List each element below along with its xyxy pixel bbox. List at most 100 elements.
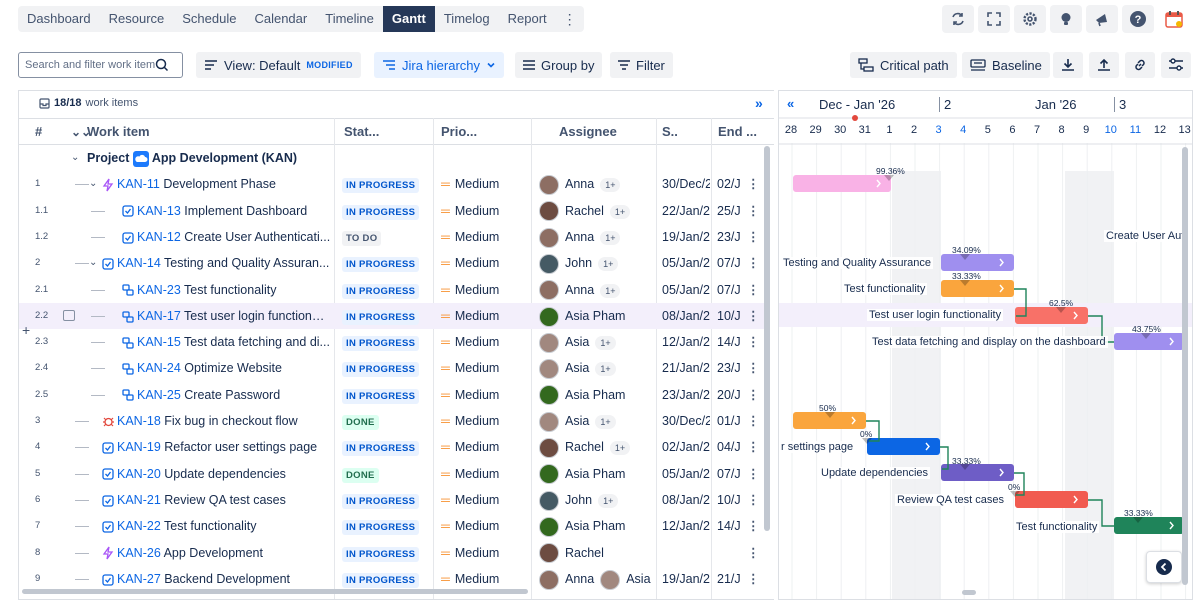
row-menu-icon[interactable]: ⋮ <box>747 545 760 560</box>
status-badge[interactable]: IN PROGRESS <box>342 178 420 194</box>
start-date[interactable]: 08/Jan/26 <box>662 492 710 507</box>
settings-sliders-button[interactable] <box>1161 52 1191 78</box>
row-menu-icon[interactable]: ⋮ <box>747 229 760 244</box>
issue-key-link[interactable]: KAN-12 <box>137 229 181 244</box>
expand-right-icon[interactable]: » <box>755 95 763 111</box>
tab-gantt[interactable]: Gantt <box>382 6 435 32</box>
row-menu-icon[interactable]: ⋮ <box>747 440 760 455</box>
grid-horizontal-scrollbar[interactable] <box>22 589 528 594</box>
status-badge[interactable]: IN PROGRESS <box>342 520 420 536</box>
assignee-name[interactable]: Anna <box>565 229 595 244</box>
end-date[interactable]: 23/J <box>717 229 741 244</box>
gantt-bar-label[interactable]: Test user login functionality <box>867 309 1004 321</box>
status-badge[interactable]: IN PROGRESS <box>342 309 420 325</box>
lightbulb-icon[interactable] <box>1050 5 1082 33</box>
start-date[interactable]: 05/Jan/26 <box>662 282 710 297</box>
table-row[interactable]: 6 KAN-21 Review QA test cases IN PROGRESS ═… <box>19 487 764 513</box>
group-by-button[interactable]: Group by <box>515 52 603 78</box>
issue-title[interactable]: Test functionality <box>184 282 277 297</box>
status-badge[interactable]: IN PROGRESS <box>342 257 420 273</box>
assignee-name[interactable]: Asia <box>565 335 590 350</box>
row-menu-icon[interactable]: ⋮ <box>747 177 760 192</box>
issue-title[interactable]: App Development <box>163 545 263 560</box>
row-menu-icon[interactable]: ⋮ <box>747 203 760 218</box>
issue-key-link[interactable]: KAN-20 <box>117 466 161 481</box>
assignee-name[interactable]: Anna <box>565 571 595 586</box>
issue-title[interactable]: Test user login functional... <box>184 308 331 323</box>
extra-assignees-badge[interactable]: 1+ <box>609 441 631 456</box>
tab-timeline[interactable]: Timeline <box>325 11 374 26</box>
issue-key-link[interactable]: KAN-27 <box>117 571 161 586</box>
status-badge[interactable]: IN PROGRESS <box>342 546 420 562</box>
priority-label[interactable]: Medium <box>454 387 500 402</box>
settings-gear-icon[interactable] <box>1014 5 1046 33</box>
assignee-name[interactable]: Rachel <box>565 440 604 455</box>
end-date[interactable]: 10/J <box>717 492 741 507</box>
search-input[interactable] <box>25 59 155 71</box>
collapse-all-icon[interactable]: ⌄⌄ <box>71 125 91 139</box>
gantt-bar-label[interactable]: Review QA test cases <box>895 494 1006 506</box>
assignee-name[interactable]: Asia Pham <box>565 308 626 323</box>
priority-label[interactable]: Medium <box>454 177 500 192</box>
end-date[interactable]: 20/J <box>717 387 741 402</box>
priority-label[interactable]: Medium <box>454 545 500 560</box>
hierarchy-select-button[interactable]: Jira hierarchy <box>374 52 505 78</box>
row-menu-icon[interactable]: ⋮ <box>747 414 760 428</box>
assignee-name[interactable]: Asia <box>565 361 590 376</box>
row-select-checkbox[interactable] <box>63 309 75 321</box>
table-row[interactable]: 2 ⌄ KAN-14 Testing and Quality Assuran... I… <box>19 250 764 276</box>
tab-calendar[interactable]: Calendar <box>254 11 308 26</box>
help-icon[interactable]: ? <box>1122 5 1154 33</box>
row-menu-icon[interactable]: ⋮ <box>747 335 760 350</box>
filter-button[interactable]: Filter <box>610 52 673 78</box>
issue-title[interactable]: Optimize Website <box>184 361 282 376</box>
start-date[interactable]: 02/Jan/26 <box>662 440 710 455</box>
issue-key-link[interactable]: KAN-24 <box>137 361 181 376</box>
assignee-name[interactable]: John <box>565 492 593 507</box>
table-row[interactable]: 1.2 KAN-12 Create User Authenticati... TO … <box>19 224 764 250</box>
extra-assignees-badge[interactable]: 1+ <box>595 362 616 377</box>
megaphone-icon[interactable] <box>1086 5 1118 33</box>
table-row[interactable]: 7 KAN-22 Test functionality IN PROGRESS ═ Me… <box>19 513 764 539</box>
status-badge[interactable]: IN PROGRESS <box>342 204 420 220</box>
assignee-name[interactable]: Rachel <box>565 545 604 560</box>
issue-key-link[interactable]: KAN-21 <box>117 492 161 507</box>
extra-assignees-badge[interactable]: 1+ <box>595 415 616 429</box>
extra-assignees-badge[interactable]: 1+ <box>600 178 621 193</box>
view-select-button[interactable]: View: Default MODIFIED <box>196 52 361 78</box>
assignee-name[interactable]: Anna <box>565 282 595 297</box>
table-row[interactable]: 3 KAN-18 Fix bug in checkout flow DONE ═ Med… <box>19 408 764 434</box>
issue-title[interactable]: Testing and Quality Assuran... <box>164 256 330 271</box>
issue-key-link[interactable]: KAN-11 <box>117 177 160 192</box>
col-start-header[interactable]: S.. <box>662 124 678 139</box>
row-menu-icon[interactable]: ⋮ <box>747 308 760 323</box>
grid-vertical-scrollbar[interactable] <box>764 146 770 531</box>
critical-path-button[interactable]: Critical path <box>850 52 957 78</box>
issue-title[interactable]: Create User Authenticati... <box>184 229 331 244</box>
gantt-bar-label[interactable]: r settings page <box>779 441 856 453</box>
issue-title[interactable]: Development Phase <box>163 177 276 192</box>
table-row[interactable]: 2.1 KAN-23 Test functionality IN PROGRESS ═… <box>19 277 764 303</box>
tab-resource[interactable]: Resource <box>108 11 165 26</box>
chevron-down-icon[interactable]: ⌄ <box>89 178 98 190</box>
status-badge[interactable]: TO DO <box>342 230 382 246</box>
table-row[interactable]: 1.1 KAN-13 Implement Dashboard IN PROGRESS… <box>19 198 764 224</box>
row-menu-icon[interactable]: ⋮ <box>747 387 760 402</box>
issue-key-link[interactable]: KAN-17 <box>137 308 181 323</box>
row-menu-icon[interactable]: ⋮ <box>747 256 760 271</box>
issue-key-link[interactable]: KAN-14 <box>117 256 161 271</box>
tab-dashboard[interactable]: Dashboard <box>27 11 91 26</box>
table-row[interactable]: 5 KAN-20 Update dependencies DONE ═ Medium As… <box>19 461 764 487</box>
start-date[interactable]: 05/Jan/26 <box>662 466 710 481</box>
baseline-button[interactable]: Baseline <box>962 52 1050 78</box>
status-badge[interactable]: DONE <box>342 467 379 483</box>
fullscreen-icon[interactable] <box>978 5 1010 33</box>
priority-label[interactable]: Medium <box>454 440 500 455</box>
extra-assignees-badge[interactable]: 1+ <box>609 204 631 219</box>
priority-label[interactable]: Medium <box>454 203 500 218</box>
start-date[interactable]: 05/Jan/26 <box>662 256 710 271</box>
gantt-bar-label[interactable]: Test functionality <box>1014 521 1100 533</box>
row-menu-icon[interactable]: ⋮ <box>747 571 760 586</box>
assignee-name[interactable]: Asia Pham <box>565 466 626 481</box>
end-date[interactable]: 14/J <box>717 335 741 350</box>
